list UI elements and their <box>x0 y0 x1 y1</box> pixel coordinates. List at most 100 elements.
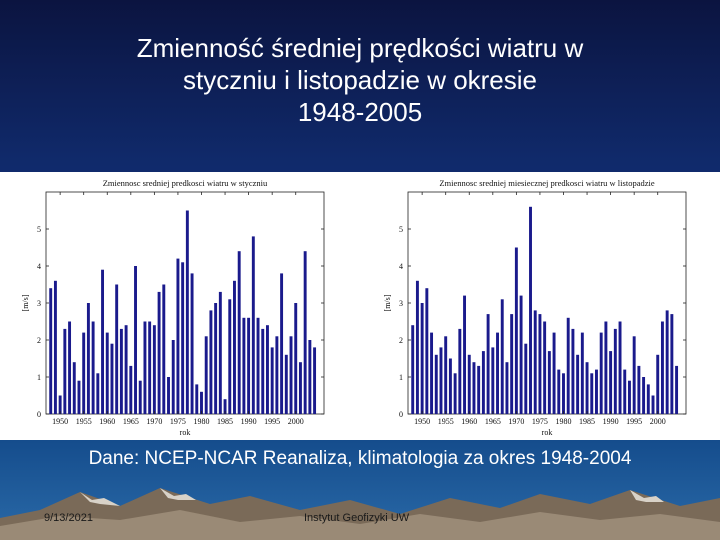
chart1-bar-1965 <box>491 347 495 414</box>
chart1-bar-1950 <box>420 303 424 414</box>
chart0-y-tick-label-0: 0 <box>37 410 41 419</box>
chart0-bar-1988 <box>237 251 241 414</box>
chart1-y-tick-label-4: 4 <box>399 262 403 271</box>
chart0-bar-1992 <box>256 317 260 414</box>
chart1-x-tick-label-1980: 1980 <box>555 417 571 426</box>
chart0-bar-1963 <box>119 328 123 414</box>
chart0-bar-1985 <box>223 399 227 414</box>
chart1-bar-1987 <box>595 369 598 414</box>
chart0-x-tick-label-1950: 1950 <box>52 417 68 426</box>
chart0-bar-2004 <box>313 347 317 414</box>
chart1-bar-1981 <box>566 317 570 414</box>
chart0-bar-1956 <box>86 303 90 414</box>
chart1-bar-1990 <box>609 351 613 414</box>
chart0-y-tick-label-3: 3 <box>37 299 41 308</box>
chart0-y-tick-label-1: 1 <box>37 373 41 382</box>
chart1-y-tick-label-2: 2 <box>399 336 403 345</box>
chart1-bar-1995 <box>632 336 636 414</box>
chart0-bar-1990 <box>247 317 251 414</box>
chart1-bar-1963 <box>481 351 485 414</box>
chart0-x-tick-label-1985: 1985 <box>217 417 233 426</box>
chart0-bar-1997 <box>280 273 284 414</box>
chart0-x-axis-label: rok <box>180 428 191 437</box>
chart0-x-tick-label-2000: 2000 <box>288 417 304 426</box>
chart0-bar-1961 <box>110 343 114 414</box>
chart0-bar-1964 <box>124 325 128 414</box>
chart1-bar-1994 <box>627 380 631 414</box>
chart1-bar-1972 <box>524 343 528 414</box>
chart0-bar-1987 <box>233 280 236 414</box>
chart1-bar-1957 <box>453 373 457 414</box>
chart0-bar-1949 <box>53 280 57 414</box>
chart1-x-tick-label-1950: 1950 <box>414 417 430 426</box>
chart0-y-tick-label-2: 2 <box>37 336 41 345</box>
chart1-bar-2003 <box>670 314 674 414</box>
chart1-y-tick-label-0: 0 <box>399 410 403 419</box>
chart1-bar-2001 <box>660 321 664 414</box>
chart0-bar-1977 <box>185 210 189 414</box>
footer-institute: Instytut Geofizyki UW <box>304 512 410 524</box>
chart0-bar-2001 <box>298 362 302 414</box>
chart0-x-tick-label-1995: 1995 <box>264 417 280 426</box>
chart1-bar-1962 <box>477 365 481 414</box>
chart1-bar-1996 <box>637 365 641 414</box>
chart1-bar-1968 <box>505 362 509 414</box>
chart1-bar-1993 <box>623 369 627 414</box>
chart1-bar-1975 <box>538 314 542 414</box>
chart1-bar-1984 <box>580 332 584 414</box>
chart0-bar-1966 <box>134 266 137 414</box>
chart0-bar-1989 <box>242 317 246 414</box>
chart0-x-tick-label-1955: 1955 <box>76 417 92 426</box>
chart0-y-tick-label-5: 5 <box>37 225 41 234</box>
mountain-decoration <box>0 488 720 540</box>
chart1-bar-1964 <box>486 314 490 414</box>
title-line-2: styczniu i listopadzie w okresie <box>182 65 538 96</box>
slide-title: Zmienność średniej prędkości wiatru w st… <box>60 32 660 129</box>
chart1-bar-1997 <box>642 377 646 414</box>
chart1-y-tick-label-5: 5 <box>399 225 403 234</box>
chart0-bar-1972 <box>162 284 166 414</box>
chart0-bar-1955 <box>82 332 86 414</box>
chart0-x-tick-label-1960: 1960 <box>99 417 115 426</box>
chart0-x-tick-label-1990: 1990 <box>241 417 257 426</box>
chart1-bar-1980 <box>562 373 565 414</box>
chart1-bar-1967 <box>500 299 504 414</box>
chart1-bar-1959 <box>463 295 467 414</box>
chart1-x-tick-label-2000: 2000 <box>650 417 666 426</box>
chart1-bar-2002 <box>665 310 669 414</box>
chart0-x-tick-label-1975: 1975 <box>170 417 186 426</box>
chart1-bar-2000 <box>656 354 660 414</box>
chart0-bar-1959 <box>101 269 105 414</box>
chart0-title: Zmiennosc sredniej predkosci wiatru w st… <box>103 178 268 188</box>
chart0-bar-1971 <box>157 291 161 414</box>
chart0-x-tick-label-1980: 1980 <box>193 417 209 426</box>
chart0-bar-1952 <box>68 321 72 414</box>
chart0-bar-1965 <box>129 365 133 414</box>
chart0-bar-1993 <box>261 328 265 414</box>
chart1-bar-1973 <box>529 206 532 414</box>
november-wind-chart: Zmiennosc sredniej miesiecznej predkosci… <box>383 178 687 437</box>
chart1-bar-1986 <box>590 373 594 414</box>
chart1-bar-1976 <box>543 321 547 414</box>
chart1-bar-1961 <box>472 362 476 414</box>
chart1-bar-1953 <box>434 354 438 414</box>
chart1-x-tick-label-1955: 1955 <box>438 417 454 426</box>
chart1-bar-1966 <box>496 332 499 414</box>
chart1-bar-1977 <box>547 351 551 414</box>
data-source-caption: Dane: NCEP-NCAR Reanaliza, klimatologia … <box>88 448 632 469</box>
chart1-bar-1960 <box>467 354 471 414</box>
chart1-bar-1948 <box>411 325 415 414</box>
chart0-bar-1976 <box>181 262 185 414</box>
chart0-bar-1996 <box>275 336 279 414</box>
chart0-bar-1979 <box>195 384 199 414</box>
chart1-bar-2004 <box>675 365 679 414</box>
chart1-x-tick-label-1960: 1960 <box>461 417 477 426</box>
chart1-bar-1974 <box>533 310 537 414</box>
chart0-bar-1980 <box>200 391 203 414</box>
chart0-bar-1981 <box>204 336 208 414</box>
chart1-bar-1956 <box>448 358 452 414</box>
chart1-bar-1970 <box>514 247 518 414</box>
chart0-bar-1994 <box>265 325 269 414</box>
chart0-bar-1951 <box>63 328 67 414</box>
chart1-bar-1999 <box>651 395 655 414</box>
